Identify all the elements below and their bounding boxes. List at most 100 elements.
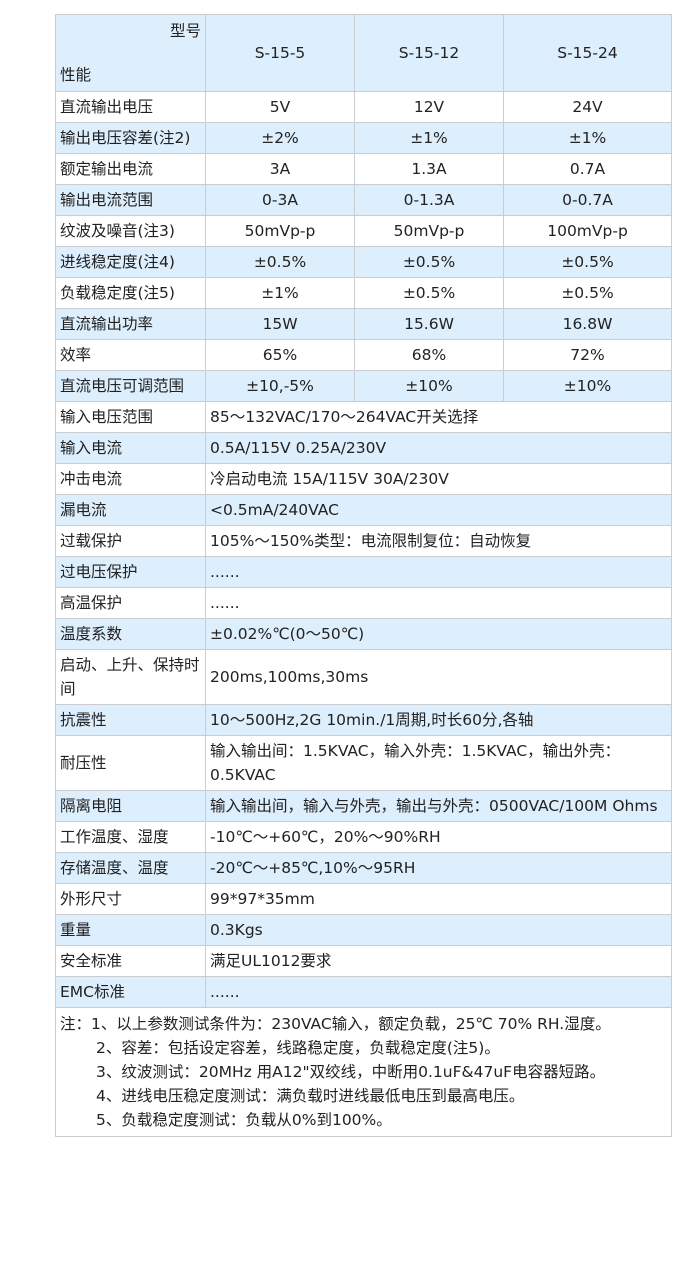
row-value: 12V bbox=[354, 91, 504, 123]
note-line: 注：1、以上参数测试条件为：230VAC输入，额定负载，25℃ 70% RH.湿… bbox=[60, 1015, 611, 1033]
row-label: 安全标准 bbox=[55, 945, 206, 977]
row-value: <0.5mA/240VAC bbox=[205, 494, 672, 526]
row-label: 输入电流 bbox=[55, 432, 206, 464]
row-value: 10～500Hz,2G 10min./1周期,时长60分,各轴 bbox=[205, 704, 672, 736]
row-label: 高温保护 bbox=[55, 587, 206, 619]
row-label: EMC标准 bbox=[55, 976, 206, 1008]
row-label: 负载稳定度(注5) bbox=[55, 277, 206, 309]
row-value: ...... bbox=[205, 587, 672, 619]
table-row: 纹波及噪音(注3) 50mVp-p 50mVp-p 100mVp-p bbox=[55, 215, 672, 247]
notes-cell: 注：1、以上参数测试条件为：230VAC输入，额定负载，25℃ 70% RH.湿… bbox=[55, 1007, 672, 1137]
row-label: 输入电压范围 bbox=[55, 401, 206, 433]
header-row: 型号 性能 S-15-5 S-15-12 S-15-24 bbox=[55, 14, 672, 92]
table-row: EMC标准...... bbox=[55, 976, 672, 1008]
table-row: 安全标准 满足UL1012要求 bbox=[55, 945, 672, 977]
model-header: S-15-24 bbox=[503, 14, 672, 92]
row-label: 进线稳定度(注4) bbox=[55, 246, 206, 278]
row-label: 抗震性 bbox=[55, 704, 206, 736]
table-row: 输出电压容差(注2) ±2% ±1% ±1% bbox=[55, 122, 672, 154]
row-label: 温度系数 bbox=[55, 618, 206, 650]
row-value: ±0.5% bbox=[503, 246, 672, 278]
row-value: ...... bbox=[205, 556, 672, 588]
note-line: 5、负载稳定度测试：负载从0%到100%。 bbox=[96, 1111, 392, 1129]
row-label: 重量 bbox=[55, 914, 206, 946]
row-label: 过载保护 bbox=[55, 525, 206, 557]
row-value: ±10% bbox=[503, 370, 672, 402]
row-value: 16.8W bbox=[503, 308, 672, 340]
spec-table: 型号 性能 S-15-5 S-15-12 S-15-24 直流输出电压 5V 12V… bbox=[55, 14, 672, 1137]
row-label: 存储温度、温度 bbox=[55, 852, 206, 884]
row-value: 1.3A bbox=[354, 153, 504, 185]
table-row: 输入电压范围 85～132VAC/170～264VAC开关选择 bbox=[55, 401, 672, 433]
table-row: 直流输出功率 15W 15.6W 16.8W bbox=[55, 308, 672, 340]
row-value: 15W bbox=[205, 308, 355, 340]
table-row: 隔离电阻 输入输出间，输入与外壳，输出与外壳：0500VAC/100M Ohms bbox=[55, 790, 672, 822]
notes-row: 注：1、以上参数测试条件为：230VAC输入，额定负载，25℃ 70% RH.湿… bbox=[55, 1007, 672, 1137]
row-value: ±10,-5% bbox=[205, 370, 355, 402]
row-value: 105%～150%类型：电流限制复位：自动恢复 bbox=[205, 525, 672, 557]
model-header: S-15-5 bbox=[205, 14, 355, 92]
row-value: 0-3A bbox=[205, 184, 355, 216]
row-label: 纹波及噪音(注3) bbox=[55, 215, 206, 247]
model-header: S-15-12 bbox=[354, 14, 504, 92]
table-row: 输入电流 0.5A/115V 0.25A/230V bbox=[55, 432, 672, 464]
row-value: 100mVp-p bbox=[503, 215, 672, 247]
row-value: 72% bbox=[503, 339, 672, 371]
row-value: 0.3Kgs bbox=[205, 914, 672, 946]
table-row: 进线稳定度(注4) ±0.5% ±0.5% ±0.5% bbox=[55, 246, 672, 278]
row-value: 3A bbox=[205, 153, 355, 185]
row-value: ±1% bbox=[354, 122, 504, 154]
table-row: 存储温度、温度 -20℃～+85℃,10%～95RH bbox=[55, 852, 672, 884]
table-row: 启动、上升、保持时间 200ms,100ms,30ms bbox=[55, 649, 672, 705]
row-value: ±10% bbox=[354, 370, 504, 402]
table-row: 过电压保护...... bbox=[55, 556, 672, 588]
row-value: ±0.5% bbox=[205, 246, 355, 278]
note-line: 2、容差：包括设定容差，线路稳定度，负载稳定度(注5)。 bbox=[96, 1039, 500, 1057]
row-label: 直流输出电压 bbox=[55, 91, 206, 123]
table-row: 高温保护...... bbox=[55, 587, 672, 619]
row-value: ±0.5% bbox=[354, 277, 504, 309]
row-value: ...... bbox=[205, 976, 672, 1008]
model-label: 型号 bbox=[169, 22, 201, 40]
performance-label: 性能 bbox=[60, 66, 92, 84]
note-line: 3、纹波测试：20MHz 用A12"双绞线，中断用0.1uF&47uF电容器短路… bbox=[96, 1063, 606, 1081]
row-label: 漏电流 bbox=[55, 494, 206, 526]
row-label: 输出电流范围 bbox=[55, 184, 206, 216]
row-label: 隔离电阻 bbox=[55, 790, 206, 822]
row-value: 冷启动电流 15A/115V 30A/230V bbox=[205, 463, 672, 495]
row-value: -10℃～+60℃，20%～90%RH bbox=[205, 821, 672, 853]
row-value: 0.7A bbox=[503, 153, 672, 185]
table-row: 过载保护 105%～150%类型：电流限制复位：自动恢复 bbox=[55, 525, 672, 557]
row-label: 过电压保护 bbox=[55, 556, 206, 588]
row-value: ±0.5% bbox=[503, 277, 672, 309]
row-value: -20℃～+85℃,10%～95RH bbox=[205, 852, 672, 884]
row-value: 输入输出间，输入与外壳，输出与外壳：0500VAC/100M Ohms bbox=[205, 790, 672, 822]
row-value: 0-0.7A bbox=[503, 184, 672, 216]
row-label: 工作温度、湿度 bbox=[55, 821, 206, 853]
row-label: 直流输出功率 bbox=[55, 308, 206, 340]
table-row: 漏电流 <0.5mA/240VAC bbox=[55, 494, 672, 526]
row-value: 5V bbox=[205, 91, 355, 123]
row-value: 200ms,100ms,30ms bbox=[205, 649, 672, 705]
table-row: 温度系数 ±0.02%℃(0～50℃) bbox=[55, 618, 672, 650]
row-label: 输出电压容差(注2) bbox=[55, 122, 206, 154]
row-label: 直流电压可调范围 bbox=[55, 370, 206, 402]
row-value: ±0.02%℃(0～50℃) bbox=[205, 618, 672, 650]
row-value: 68% bbox=[354, 339, 504, 371]
row-value: 50mVp-p bbox=[205, 215, 355, 247]
table-row: 输出电流范围 0-3A 0-1.3A 0-0.7A bbox=[55, 184, 672, 216]
row-value: 满足UL1012要求 bbox=[205, 945, 672, 977]
row-value: 0.5A/115V 0.25A/230V bbox=[205, 432, 672, 464]
row-label: 额定输出电流 bbox=[55, 153, 206, 185]
row-value: ±1% bbox=[205, 277, 355, 309]
table-row: 直流电压可调范围 ±10,-5% ±10% ±10% bbox=[55, 370, 672, 402]
table-row: 工作温度、湿度 -10℃～+60℃，20%～90%RH bbox=[55, 821, 672, 853]
table-row: 抗震性 10～500Hz,2G 10min./1周期,时长60分,各轴 bbox=[55, 704, 672, 736]
row-value: ±2% bbox=[205, 122, 355, 154]
row-value: 输入输出间：1.5KVAC，输入外壳：1.5KVAC，输出外壳：0.5KVAC bbox=[205, 735, 672, 791]
row-label: 启动、上升、保持时间 bbox=[55, 649, 206, 705]
row-label: 外形尺寸 bbox=[55, 883, 206, 915]
row-label: 效率 bbox=[55, 339, 206, 371]
header-corner: 型号 性能 bbox=[55, 14, 206, 92]
table-row: 直流输出电压 5V 12V 24V bbox=[55, 91, 672, 123]
